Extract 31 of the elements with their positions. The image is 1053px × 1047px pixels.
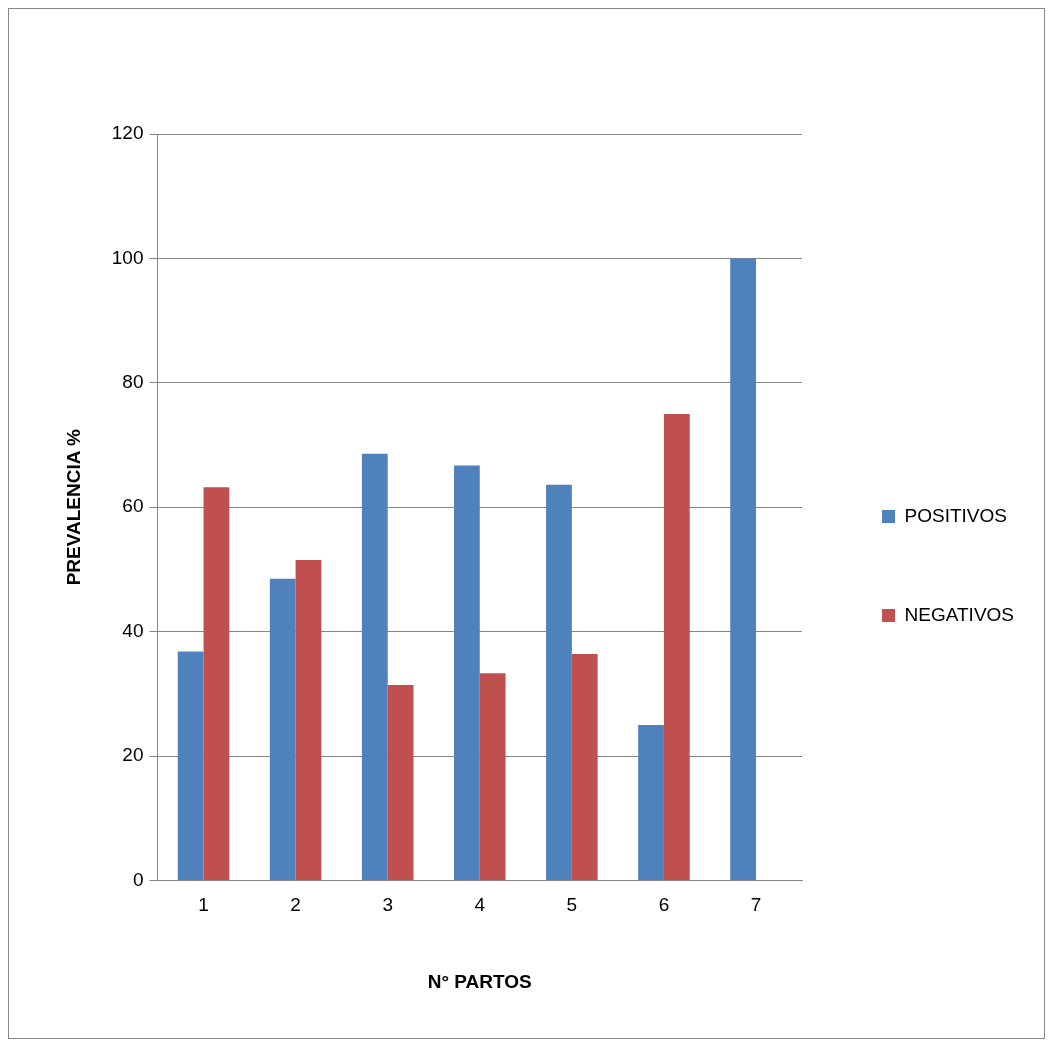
- bar: [177, 651, 204, 880]
- bar: [269, 578, 296, 880]
- x-tick-label: 7: [750, 894, 762, 916]
- y-tick-label: 40: [122, 619, 144, 641]
- x-tick-label: 2: [290, 894, 301, 916]
- x-tick-label: 4: [474, 894, 486, 916]
- x-tick-label: 5: [566, 894, 578, 916]
- y-tick-label: 20: [122, 744, 144, 766]
- bar: [730, 258, 757, 880]
- bar: [479, 673, 506, 880]
- bar: [663, 413, 690, 880]
- y-tick-label: 0: [132, 868, 144, 890]
- legend-label: NEGATIVOS: [904, 603, 1015, 625]
- bar: [571, 653, 598, 880]
- bar: [638, 724, 664, 880]
- bar: [454, 465, 480, 880]
- x-tick-label: 1: [198, 894, 209, 916]
- legend-label: POSITIVOS: [904, 504, 1007, 526]
- bar: [361, 453, 388, 880]
- x-axis-title: N° PARTOS: [427, 970, 532, 992]
- y-tick-label: 80: [122, 371, 144, 393]
- y-axis-title: PREVALENCIA %: [62, 428, 84, 586]
- x-tick-label: 6: [658, 894, 670, 916]
- bar: [546, 484, 572, 880]
- y-tick-label: 120: [111, 122, 144, 144]
- x-tick-label: 3: [382, 894, 393, 916]
- bar: [295, 560, 322, 880]
- bar: [203, 487, 230, 880]
- bar: [387, 685, 414, 880]
- y-tick-label: 100: [111, 246, 144, 268]
- y-tick-label: 60: [122, 495, 144, 517]
